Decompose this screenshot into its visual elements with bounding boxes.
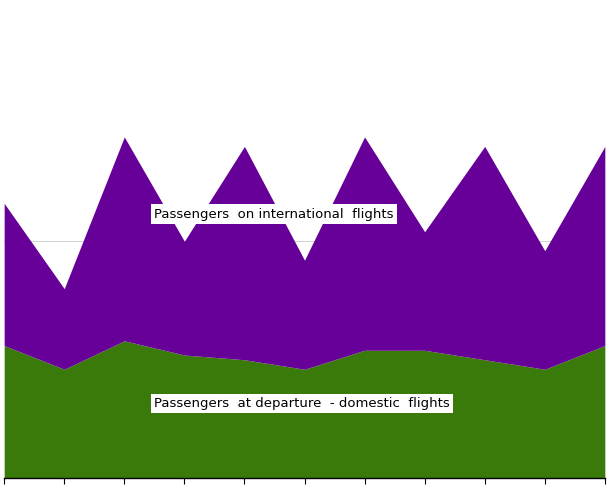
Text: Passengers  on international  flights: Passengers on international flights xyxy=(154,207,394,221)
Text: Passengers  at departure  - domestic  flights: Passengers at departure - domestic fligh… xyxy=(154,397,450,410)
